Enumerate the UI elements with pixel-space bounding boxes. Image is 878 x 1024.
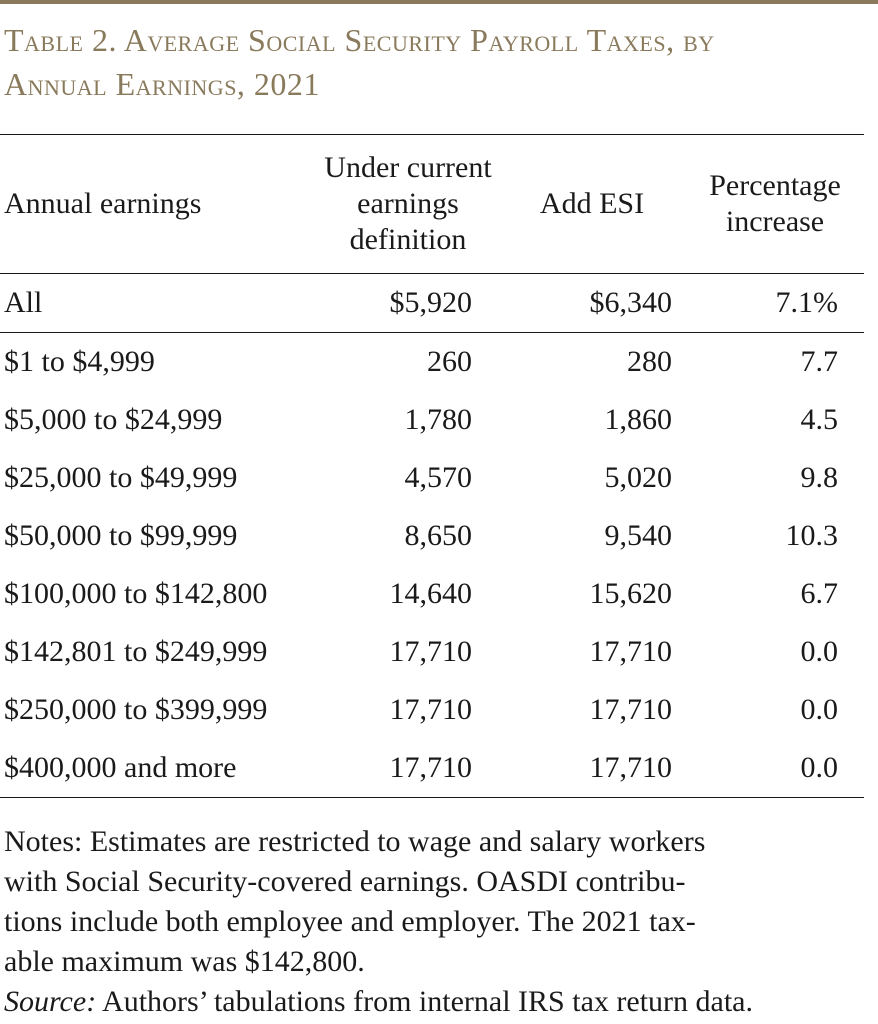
cell-pct: 10.3 bbox=[785, 519, 839, 552]
cell-add-esi: 17,710 bbox=[589, 693, 673, 726]
cell-pct: 7.7 bbox=[800, 345, 839, 378]
cell-current: 14,640 bbox=[389, 577, 473, 610]
cell-current: 260 bbox=[427, 345, 472, 378]
notes-line: Notes: Estimates are restricted to wage … bbox=[4, 825, 706, 858]
cell-earnings: $5,000 to $24,999 bbox=[4, 403, 223, 436]
cell-add-esi: 15,620 bbox=[589, 577, 673, 610]
cell-pct: 0.0 bbox=[800, 635, 839, 668]
cell-pct: 0.0 bbox=[800, 693, 839, 726]
table-row: $100,000 to $142,800 14,640 15,620 6.7 bbox=[0, 565, 864, 623]
source-text: Authors’ tabulations from internal IRS t… bbox=[96, 985, 753, 1018]
title-line-2: Annual Earnings, 2021 bbox=[4, 66, 320, 102]
cell-earnings: $400,000 and more bbox=[0, 739, 318, 798]
cell-earnings: $50,000 to $99,999 bbox=[4, 519, 238, 552]
cell-current: 1,780 bbox=[404, 403, 473, 436]
cell-pct: 0.0 bbox=[686, 739, 864, 798]
header-under-current: Under current earnings definition bbox=[324, 151, 492, 256]
cell-add-esi: 1,860 bbox=[604, 403, 673, 436]
notes-line: able maximum was $142,800. bbox=[4, 945, 365, 978]
table-row: $142,801 to $249,999 17,710 17,710 0.0 bbox=[0, 623, 864, 681]
cell-earnings: $100,000 to $142,800 bbox=[4, 577, 268, 610]
cell-pct: 7.1% bbox=[686, 273, 864, 333]
cell-current: 8,650 bbox=[404, 519, 473, 552]
header-add-esi: Add ESI bbox=[539, 187, 645, 220]
top-rule bbox=[0, 0, 878, 4]
header-row: Annual earnings Under current earnings d… bbox=[0, 134, 864, 274]
header-annual-earnings: Annual earnings bbox=[4, 187, 202, 220]
cell-pct: 9.8 bbox=[800, 461, 839, 494]
table-row: $400,000 and more 17,710 17,710 0.0 bbox=[0, 739, 864, 798]
cell-add-esi: 17,710 bbox=[498, 739, 686, 798]
table-row: $250,000 to $399,999 17,710 17,710 0.0 bbox=[0, 681, 864, 739]
cell-add-esi: 280 bbox=[627, 345, 672, 378]
cell-current: 17,710 bbox=[389, 693, 473, 726]
cell-earnings: $142,801 to $249,999 bbox=[4, 635, 268, 668]
cell-current: 17,710 bbox=[389, 635, 473, 668]
header-percentage-increase: Percentage increase bbox=[709, 169, 841, 238]
cell-earnings: $250,000 to $399,999 bbox=[4, 693, 268, 726]
cell-current: 4,570 bbox=[404, 461, 473, 494]
payroll-tax-table: Annual earnings Under current earnings d… bbox=[0, 134, 864, 798]
cell-current: 17,710 bbox=[318, 739, 498, 798]
source-label: Source: bbox=[4, 985, 97, 1018]
cell-pct: 6.7 bbox=[800, 577, 839, 610]
cell-earnings: $1 to $4,999 bbox=[4, 345, 155, 378]
source-line: Source: Authors’ tabulations from intern… bbox=[4, 982, 874, 1022]
cell-add-esi: 9,540 bbox=[604, 519, 673, 552]
title-line-1: Table 2. Average Social Security Payroll… bbox=[4, 22, 715, 58]
notes-line: tions include both employee and employer… bbox=[4, 905, 696, 938]
cell-pct: 4.5 bbox=[800, 403, 839, 436]
cell-add-esi: $6,340 bbox=[498, 273, 686, 333]
table-row: $50,000 to $99,999 8,650 9,540 10.3 bbox=[0, 507, 864, 565]
notes-line: with Social Security-covered earnings. O… bbox=[4, 865, 686, 898]
table-row: $1 to $4,999 260 280 7.7 bbox=[0, 333, 864, 392]
table-row: All $5,920 $6,340 7.1% bbox=[0, 273, 864, 333]
cell-current: $5,920 bbox=[318, 273, 498, 333]
cell-add-esi: 5,020 bbox=[604, 461, 673, 494]
table-row: $25,000 to $49,999 4,570 5,020 9.8 bbox=[0, 449, 864, 507]
table-title: Table 2. Average Social Security Payroll… bbox=[4, 18, 874, 106]
table-notes: Notes: Estimates are restricted to wage … bbox=[4, 822, 874, 1022]
cell-earnings: $25,000 to $49,999 bbox=[4, 461, 238, 494]
cell-add-esi: 17,710 bbox=[589, 635, 673, 668]
table-row: $5,000 to $24,999 1,780 1,860 4.5 bbox=[0, 391, 864, 449]
cell-earnings: All bbox=[0, 273, 318, 333]
